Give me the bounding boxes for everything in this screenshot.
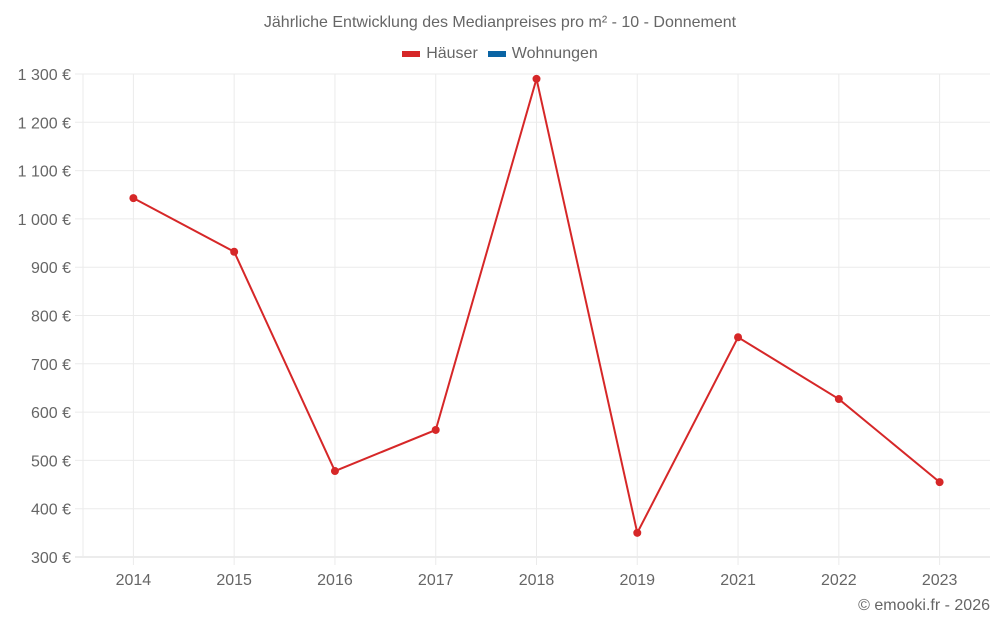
y-tick-label: 800 € <box>31 309 71 326</box>
legend-swatch-wohnungen <box>487 51 506 57</box>
x-tick-label: 2016 <box>317 572 353 589</box>
y-tick-label: 400 € <box>31 502 71 519</box>
legend-label-haeuser: Häuser <box>426 45 478 62</box>
data-point[interactable] <box>834 395 843 404</box>
x-tick-label: 2019 <box>619 572 655 589</box>
data-point[interactable] <box>129 194 138 203</box>
y-tick-label: 900 € <box>31 260 71 277</box>
y-tick-label: 1 300 € <box>18 67 71 84</box>
y-tick-label: 1 200 € <box>18 115 71 132</box>
data-point[interactable] <box>532 74 541 83</box>
data-point[interactable] <box>431 425 440 434</box>
legend-item-haeuser[interactable]: Häuser <box>402 45 478 63</box>
data-point[interactable] <box>330 467 339 476</box>
y-tick-label: 1 100 € <box>18 164 71 181</box>
x-tick-label: 2021 <box>720 572 756 589</box>
y-tick-label: 500 € <box>31 453 71 470</box>
data-point[interactable] <box>230 247 239 256</box>
legend-item-wohnungen[interactable]: Wohnungen <box>487 45 598 63</box>
y-tick-label: 300 € <box>31 550 71 567</box>
x-tick-label: 2022 <box>821 572 857 589</box>
x-tick-label: 2018 <box>519 572 555 589</box>
y-axis: 300 € 400 € 500 € 600 € 700 € 800 € 900 € 1 000… <box>18 67 71 567</box>
x-tick-label: 2023 <box>922 572 958 589</box>
grid-lines <box>75 73 990 565</box>
legend: Häuser Wohnungen <box>0 45 1000 63</box>
copyright-footer: © emooki.fr - 2026 <box>858 597 990 614</box>
series-haeuser <box>129 74 944 537</box>
x-tick-label: 2017 <box>418 572 454 589</box>
y-tick-label: 700 € <box>31 357 71 374</box>
x-axis: 2014 2015 2016 2017 2018 2019 2021 2022 2023 <box>116 572 958 589</box>
y-tick-label: 1 000 € <box>18 212 71 229</box>
data-point[interactable] <box>734 333 743 342</box>
y-tick-label: 600 € <box>31 405 71 422</box>
data-point[interactable] <box>935 478 944 487</box>
legend-swatch-haeuser <box>402 51 421 57</box>
legend-label-wohnungen: Wohnungen <box>511 45 598 62</box>
chart-title: Jährliche Entwicklung des Medianpreises … <box>263 14 737 31</box>
x-tick-label: 2015 <box>216 572 252 589</box>
x-tick-label: 2014 <box>116 572 152 589</box>
data-point[interactable] <box>633 528 642 537</box>
